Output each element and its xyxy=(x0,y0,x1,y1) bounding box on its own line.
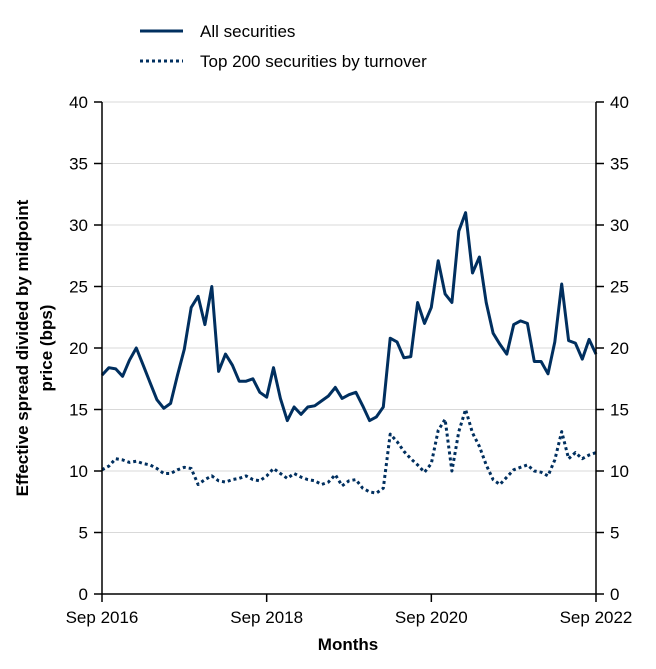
y-tick-label-left: 40 xyxy=(69,93,88,112)
y-tick-label-left: 15 xyxy=(69,401,88,420)
y-tick-label-right: 0 xyxy=(610,585,619,604)
y-tick-label-right: 15 xyxy=(610,401,629,420)
y-tick-label-right: 5 xyxy=(610,524,619,543)
x-tick-label: Sep 2018 xyxy=(230,608,303,627)
x-tick-label: Sep 2020 xyxy=(395,608,468,627)
y-axis-title-line-1: Effective spread divided by midpoint xyxy=(13,199,32,496)
y-tick-label-right: 35 xyxy=(610,155,629,174)
y-tick-label-right: 30 xyxy=(610,216,629,235)
series-line-all-securities xyxy=(100,211,598,423)
y-tick-label-right: 25 xyxy=(610,278,629,297)
y-tick-label-left: 5 xyxy=(79,524,88,543)
x-tick-label: Sep 2016 xyxy=(66,608,139,627)
y-tick-label-left: 30 xyxy=(69,216,88,235)
x-tick-label: Sep 2022 xyxy=(560,608,633,627)
axes xyxy=(94,101,604,602)
y-tick-label-right: 40 xyxy=(610,93,629,112)
y-tick-label-left: 35 xyxy=(69,155,88,174)
series-line-top-200 xyxy=(101,408,597,495)
legend-label-all-securities: All securities xyxy=(200,22,295,41)
y-tick-label-left: 0 xyxy=(79,585,88,604)
y-tick-label-left: 25 xyxy=(69,278,88,297)
series-lines xyxy=(100,211,598,495)
y-tick-label-right: 20 xyxy=(610,339,629,358)
y-tick-label-left: 10 xyxy=(69,462,88,481)
gridlines xyxy=(102,101,596,533)
tick-labels: 0 0 5 5 10 10 15 15 20 20 25 25 30 30 35 35 40 40 Sep 2016… xyxy=(66,93,633,627)
y-axis-title-line-2: price (bps) xyxy=(37,305,56,392)
legend: All securities Top 200 securities by tur… xyxy=(140,22,427,71)
y-tick-label-left: 20 xyxy=(69,339,88,358)
x-axis-title: Months xyxy=(318,635,378,654)
y-tick-label-right: 10 xyxy=(610,462,629,481)
legend-label-top-200: Top 200 securities by turnover xyxy=(200,52,427,71)
